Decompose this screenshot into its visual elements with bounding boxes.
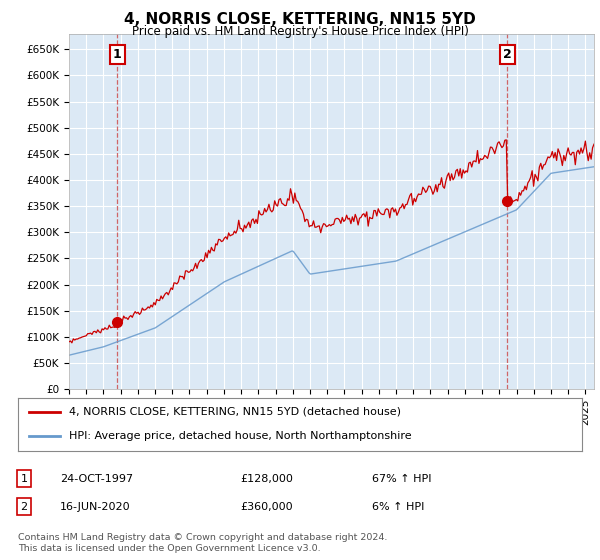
Text: Price paid vs. HM Land Registry's House Price Index (HPI): Price paid vs. HM Land Registry's House … [131, 25, 469, 38]
Text: 16-JUN-2020: 16-JUN-2020 [60, 502, 131, 512]
Text: 67% ↑ HPI: 67% ↑ HPI [372, 474, 431, 484]
Text: 4, NORRIS CLOSE, KETTERING, NN15 5YD: 4, NORRIS CLOSE, KETTERING, NN15 5YD [124, 12, 476, 27]
Text: HPI: Average price, detached house, North Northamptonshire: HPI: Average price, detached house, Nort… [69, 431, 412, 441]
Text: 1: 1 [113, 48, 122, 61]
Text: 2: 2 [20, 502, 28, 512]
Text: 1: 1 [20, 474, 28, 484]
Text: £360,000: £360,000 [240, 502, 293, 512]
Text: 2: 2 [503, 48, 512, 61]
Text: £128,000: £128,000 [240, 474, 293, 484]
Text: 4, NORRIS CLOSE, KETTERING, NN15 5YD (detached house): 4, NORRIS CLOSE, KETTERING, NN15 5YD (de… [69, 407, 401, 417]
Text: 6% ↑ HPI: 6% ↑ HPI [372, 502, 424, 512]
Text: 24-OCT-1997: 24-OCT-1997 [60, 474, 133, 484]
Text: Contains HM Land Registry data © Crown copyright and database right 2024.
This d: Contains HM Land Registry data © Crown c… [18, 533, 388, 553]
